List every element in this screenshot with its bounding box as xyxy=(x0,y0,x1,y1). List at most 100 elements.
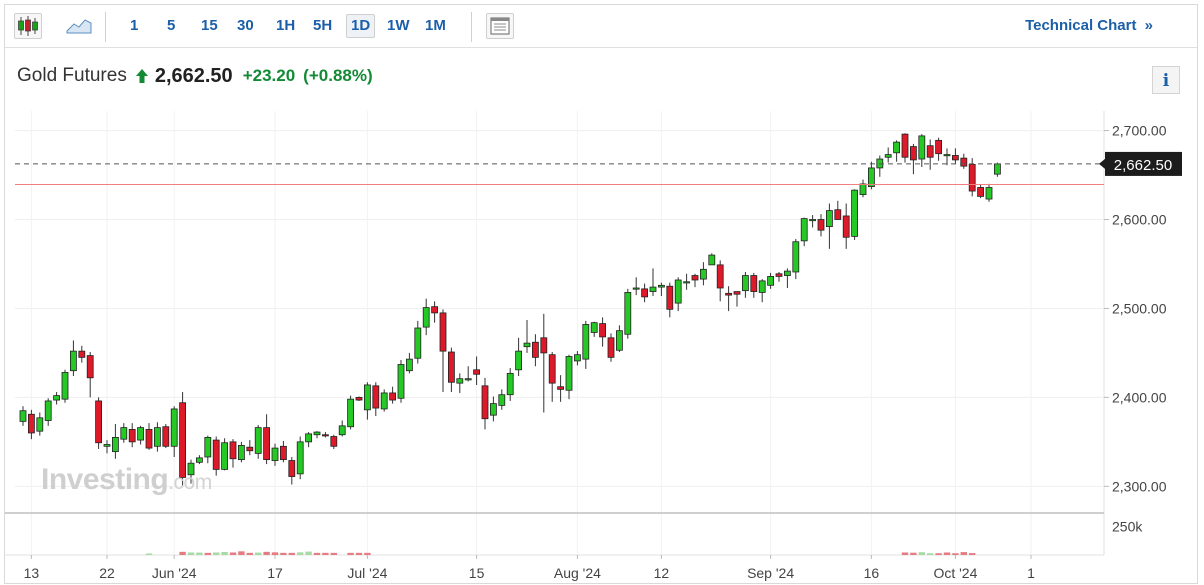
candle-body xyxy=(649,286,657,292)
interval-1h[interactable]: 1H xyxy=(276,17,296,34)
candle-down xyxy=(691,273,699,288)
chart-toolbar: 1 5 15 30 1H 5H 1D 1W 1M Technical Chart… xyxy=(5,5,1197,48)
candle-up xyxy=(464,366,472,382)
interval-1m[interactable]: 1 xyxy=(130,17,139,34)
candle-body xyxy=(901,133,909,158)
candle-body xyxy=(658,284,665,288)
candle-body xyxy=(221,442,229,470)
candle-up xyxy=(204,435,212,464)
candle-body xyxy=(574,354,581,362)
candle-up xyxy=(195,455,203,465)
interval-5h[interactable]: 5H xyxy=(313,17,333,34)
candle-down xyxy=(775,271,783,282)
candle-body xyxy=(397,364,405,399)
candle-up xyxy=(422,298,430,336)
candle-body xyxy=(893,141,900,154)
candle-up xyxy=(506,368,514,401)
candle-body xyxy=(817,219,825,231)
time-tick-label: 16 xyxy=(864,565,880,581)
candle-body xyxy=(742,275,749,292)
interval-15m[interactable]: 15 xyxy=(201,17,218,34)
volume-bar xyxy=(952,553,959,555)
candle-body xyxy=(321,434,329,437)
candle-body xyxy=(884,154,892,158)
candle-body xyxy=(859,183,867,196)
price-tick-label: 2,600.00 xyxy=(1112,212,1167,228)
candle-up xyxy=(153,422,161,452)
candle-up xyxy=(632,277,640,296)
candle-body xyxy=(279,445,287,461)
price-axis: 2,700.00 2,600.00 2,500.00 2,400.00 2,300.00… xyxy=(1104,123,1167,534)
candle-down xyxy=(279,440,287,463)
candle-body xyxy=(733,291,741,295)
candle-body xyxy=(372,385,380,409)
candle-down xyxy=(725,286,732,312)
candle-up xyxy=(658,282,665,296)
candle-body xyxy=(952,155,959,161)
candle-down xyxy=(372,382,380,417)
interval-5m[interactable]: 5 xyxy=(167,17,176,34)
candle-body xyxy=(187,462,195,476)
candle-body xyxy=(548,354,556,384)
interval-30m[interactable]: 30 xyxy=(237,17,254,34)
volume-bar xyxy=(196,552,203,555)
candle-body xyxy=(691,275,699,281)
interval-1w[interactable]: 1W xyxy=(387,17,410,34)
candle-body xyxy=(162,426,170,447)
candle-body xyxy=(716,264,724,289)
volume-bar xyxy=(288,552,295,555)
candle-body xyxy=(44,400,52,421)
candle-up xyxy=(674,277,682,312)
candle-up xyxy=(61,369,69,403)
candle-down xyxy=(447,347,455,393)
candle-up xyxy=(397,360,405,403)
candle-up xyxy=(103,440,111,454)
technical-chart-link[interactable]: Technical Chart » xyxy=(1025,17,1153,34)
candle-up xyxy=(565,354,573,400)
candle-body xyxy=(515,350,523,371)
time-tick-label: Jul '24 xyxy=(347,565,387,581)
price-chart[interactable]: 2,662.50 2,700.00 2,600.00 2,500.00 2,400.0… xyxy=(5,107,1199,582)
price-change-percent: (+0.88%) xyxy=(303,66,373,85)
candle-down xyxy=(935,137,942,161)
candlestick-icon[interactable] xyxy=(14,13,42,39)
candle-body xyxy=(305,433,313,443)
table-icon[interactable] xyxy=(486,13,514,39)
area-chart-icon[interactable] xyxy=(65,13,93,39)
candle-body xyxy=(137,427,145,441)
candle-up xyxy=(683,273,690,290)
candle-body xyxy=(565,356,573,391)
candle-body xyxy=(725,292,732,296)
info-button[interactable]: i xyxy=(1152,66,1180,94)
candle-down xyxy=(389,386,397,404)
interval-1mo[interactable]: 1M xyxy=(425,17,446,34)
candle-up xyxy=(112,424,119,459)
candle-down xyxy=(842,203,850,249)
candle-up xyxy=(36,412,44,436)
volume-bar xyxy=(330,552,337,555)
watermark-brand: Investing xyxy=(41,463,169,496)
volume-bar xyxy=(204,552,211,555)
time-tick-label: 13 xyxy=(24,565,40,581)
candle-down xyxy=(599,317,606,347)
candle-body xyxy=(985,187,993,200)
candle-down xyxy=(817,214,825,237)
candle-body xyxy=(229,441,237,460)
candle-down xyxy=(910,143,917,175)
candle-down xyxy=(548,352,556,402)
volume-bar xyxy=(255,552,262,555)
candle-body xyxy=(674,279,682,304)
candle-up xyxy=(271,443,279,466)
volume-bar xyxy=(927,553,934,555)
candle-body xyxy=(95,400,102,444)
time-tick-label: 22 xyxy=(99,565,115,581)
candle-body xyxy=(153,427,161,447)
candle-up xyxy=(414,320,422,364)
candle-body xyxy=(842,215,850,238)
candle-up xyxy=(758,279,766,303)
interval-1d[interactable]: 1D xyxy=(346,14,376,38)
last-price: 2,662.50 xyxy=(154,64,233,87)
candle-body xyxy=(296,441,304,475)
technical-chart-label: Technical Chart xyxy=(1025,17,1137,34)
candle-up xyxy=(985,183,993,202)
